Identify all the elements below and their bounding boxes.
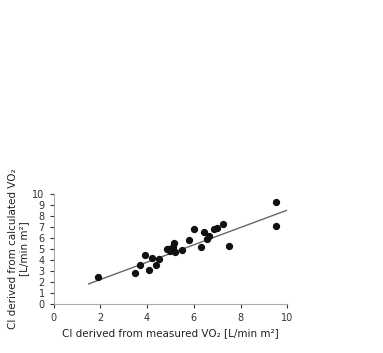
Y-axis label: CI derived from calculated VO₂
[L/min m²]: CI derived from calculated VO₂ [L/min m²…	[8, 168, 29, 329]
Point	[169, 245, 175, 251]
Point	[272, 223, 278, 229]
Point	[204, 236, 210, 242]
Point	[171, 240, 177, 246]
Point	[137, 262, 143, 268]
Point	[191, 226, 197, 232]
Point	[172, 249, 178, 255]
Point	[155, 256, 162, 262]
Point	[167, 248, 173, 253]
Point	[170, 244, 176, 250]
Point	[146, 267, 152, 273]
Point	[142, 253, 148, 258]
Point	[211, 226, 217, 232]
Point	[272, 199, 278, 205]
Point	[198, 244, 204, 250]
Point	[179, 247, 185, 253]
Point	[95, 275, 101, 280]
Point	[214, 225, 220, 231]
Point	[186, 237, 192, 243]
X-axis label: CI derived from measured VO₂ [L/min m²]: CI derived from measured VO₂ [L/min m²]	[62, 328, 279, 338]
Point	[220, 221, 226, 227]
Point	[149, 255, 155, 261]
Point	[206, 233, 212, 239]
Point	[164, 246, 170, 252]
Point	[226, 243, 232, 249]
Point	[165, 247, 171, 252]
Point	[133, 270, 139, 276]
Point	[153, 263, 159, 268]
Point	[201, 229, 207, 235]
